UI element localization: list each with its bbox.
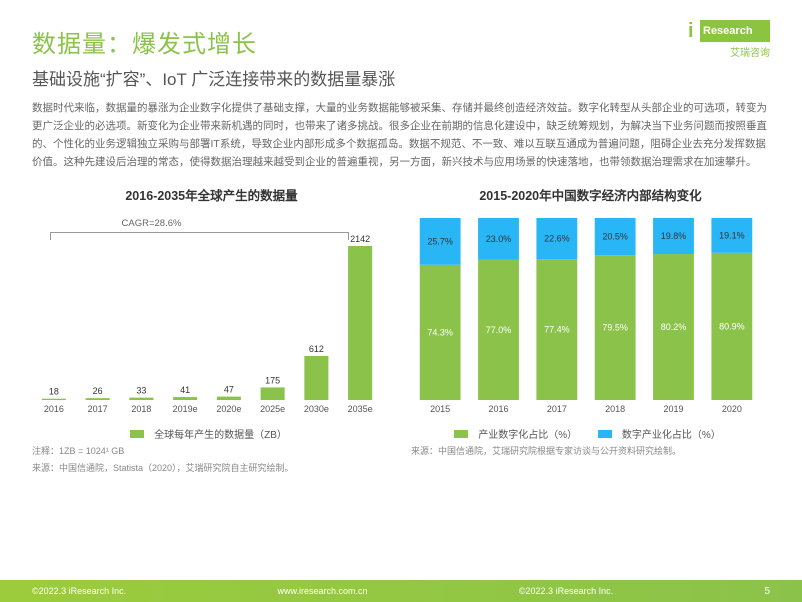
svg-text:2035e: 2035e <box>348 404 373 414</box>
page-subtitle: 基础设施“扩容”、IoT 广泛连接带来的数据量暴涨 <box>32 65 770 90</box>
chart2-legend-a: 产业数字化占比（%） <box>478 426 577 441</box>
cagr-label: CAGR=28.6% <box>122 218 182 229</box>
logo-cn: 艾瑞咨询 <box>700 44 770 59</box>
svg-text:2020: 2020 <box>722 404 742 414</box>
svg-text:2142: 2142 <box>350 234 370 244</box>
chart2-area: 74.3% 25.7% 2015 77.0% 23.0% 2016 77.4% 22.6% 20… <box>411 212 770 422</box>
svg-text:20.5%: 20.5% <box>602 232 628 242</box>
chart2-title: 2015-2020年中国数字经济内部结构变化 <box>411 185 770 204</box>
svg-text:77.4%: 77.4% <box>544 325 570 335</box>
svg-text:2018: 2018 <box>131 404 151 414</box>
svg-text:79.5%: 79.5% <box>602 323 628 333</box>
svg-text:2025e: 2025e <box>260 404 285 414</box>
chart1-svg: 18 2016 26 2017 33 2018 41 2019e 47 2020e 175 2025e… <box>32 212 382 422</box>
svg-text:2019: 2019 <box>663 404 683 414</box>
svg-text:2019e: 2019e <box>173 404 198 414</box>
svg-text:22.6%: 22.6% <box>544 234 570 244</box>
footer-copyright-right: ©2022.3 iResearch Inc. <box>519 586 613 596</box>
logo-mark: Research <box>700 20 770 42</box>
svg-text:41: 41 <box>180 385 190 395</box>
chart1-legend-label: 全球每年产生的数据量（ZB） <box>154 426 287 441</box>
page-footer: ©2022.3 iResearch Inc. www.iresearch.com… <box>0 580 802 602</box>
svg-text:2015: 2015 <box>430 404 450 414</box>
svg-text:2030e: 2030e <box>304 404 329 414</box>
chart1-title: 2016-2035年全球产生的数据量 <box>32 185 391 204</box>
chart-global-data-volume: 2016-2035年全球产生的数据量 CAGR=28.6% 18 2016 26 20… <box>32 185 391 474</box>
chart1-legend: 全球每年产生的数据量（ZB） <box>32 426 391 441</box>
svg-text:2018: 2018 <box>605 404 625 414</box>
chart2-legend: 产业数字化占比（%） 数字产业化占比（%） <box>411 426 770 441</box>
body-paragraph: 数据时代来临，数据量的暴涨为企业数字化提供了基础支撑，大量的业务数据能够被采集、… <box>32 100 770 171</box>
chart2-legend-b: 数字产业化占比（%） <box>622 426 721 441</box>
svg-text:175: 175 <box>265 376 280 386</box>
svg-text:2020e: 2020e <box>216 404 241 414</box>
svg-text:2016: 2016 <box>44 404 64 414</box>
svg-text:26: 26 <box>93 387 103 397</box>
svg-text:33: 33 <box>136 386 146 396</box>
svg-text:2016: 2016 <box>488 404 508 414</box>
svg-text:19.1%: 19.1% <box>719 231 745 241</box>
chart1-note1: 注释：1ZB = 1024¹ GB <box>32 445 391 458</box>
page-number: 5 <box>764 586 770 597</box>
svg-text:2017: 2017 <box>547 404 567 414</box>
svg-text:23.0%: 23.0% <box>486 234 512 244</box>
svg-text:80.2%: 80.2% <box>661 322 687 332</box>
svg-text:74.3%: 74.3% <box>427 328 453 338</box>
svg-text:19.8%: 19.8% <box>661 231 687 241</box>
cagr-bracket <box>50 232 349 240</box>
footer-url: www.iresearch.com.cn <box>278 586 368 596</box>
svg-text:18: 18 <box>49 387 59 397</box>
page-title: 数据量：爆发式增长 <box>32 24 770 59</box>
svg-text:2017: 2017 <box>88 404 108 414</box>
svg-text:612: 612 <box>309 344 324 354</box>
svg-text:77.0%: 77.0% <box>486 325 512 335</box>
chart1-note2: 来源：中国信通院，Statista（2020），艾瑞研究院自主研究绘制。 <box>32 462 391 475</box>
svg-text:47: 47 <box>224 385 234 395</box>
brand-logo: Research 艾瑞咨询 <box>700 20 770 59</box>
chart2-note: 来源：中国信通院，艾瑞研究院根据专家访谈与公开资料研究绘制。 <box>411 445 770 458</box>
chart-digital-economy-structure: 2015-2020年中国数字经济内部结构变化 74.3% 25.7% 2015 77.… <box>411 185 770 474</box>
svg-text:80.9%: 80.9% <box>719 322 745 332</box>
chart1-area: CAGR=28.6% 18 2016 26 2017 33 2018 41 2019e 47 20… <box>32 212 391 422</box>
chart2-svg: 74.3% 25.7% 2015 77.0% 23.0% 2016 77.4% 22.6% 20… <box>411 212 761 422</box>
footer-copyright-left: ©2022.3 iResearch Inc. <box>32 586 126 596</box>
svg-text:25.7%: 25.7% <box>427 237 453 247</box>
